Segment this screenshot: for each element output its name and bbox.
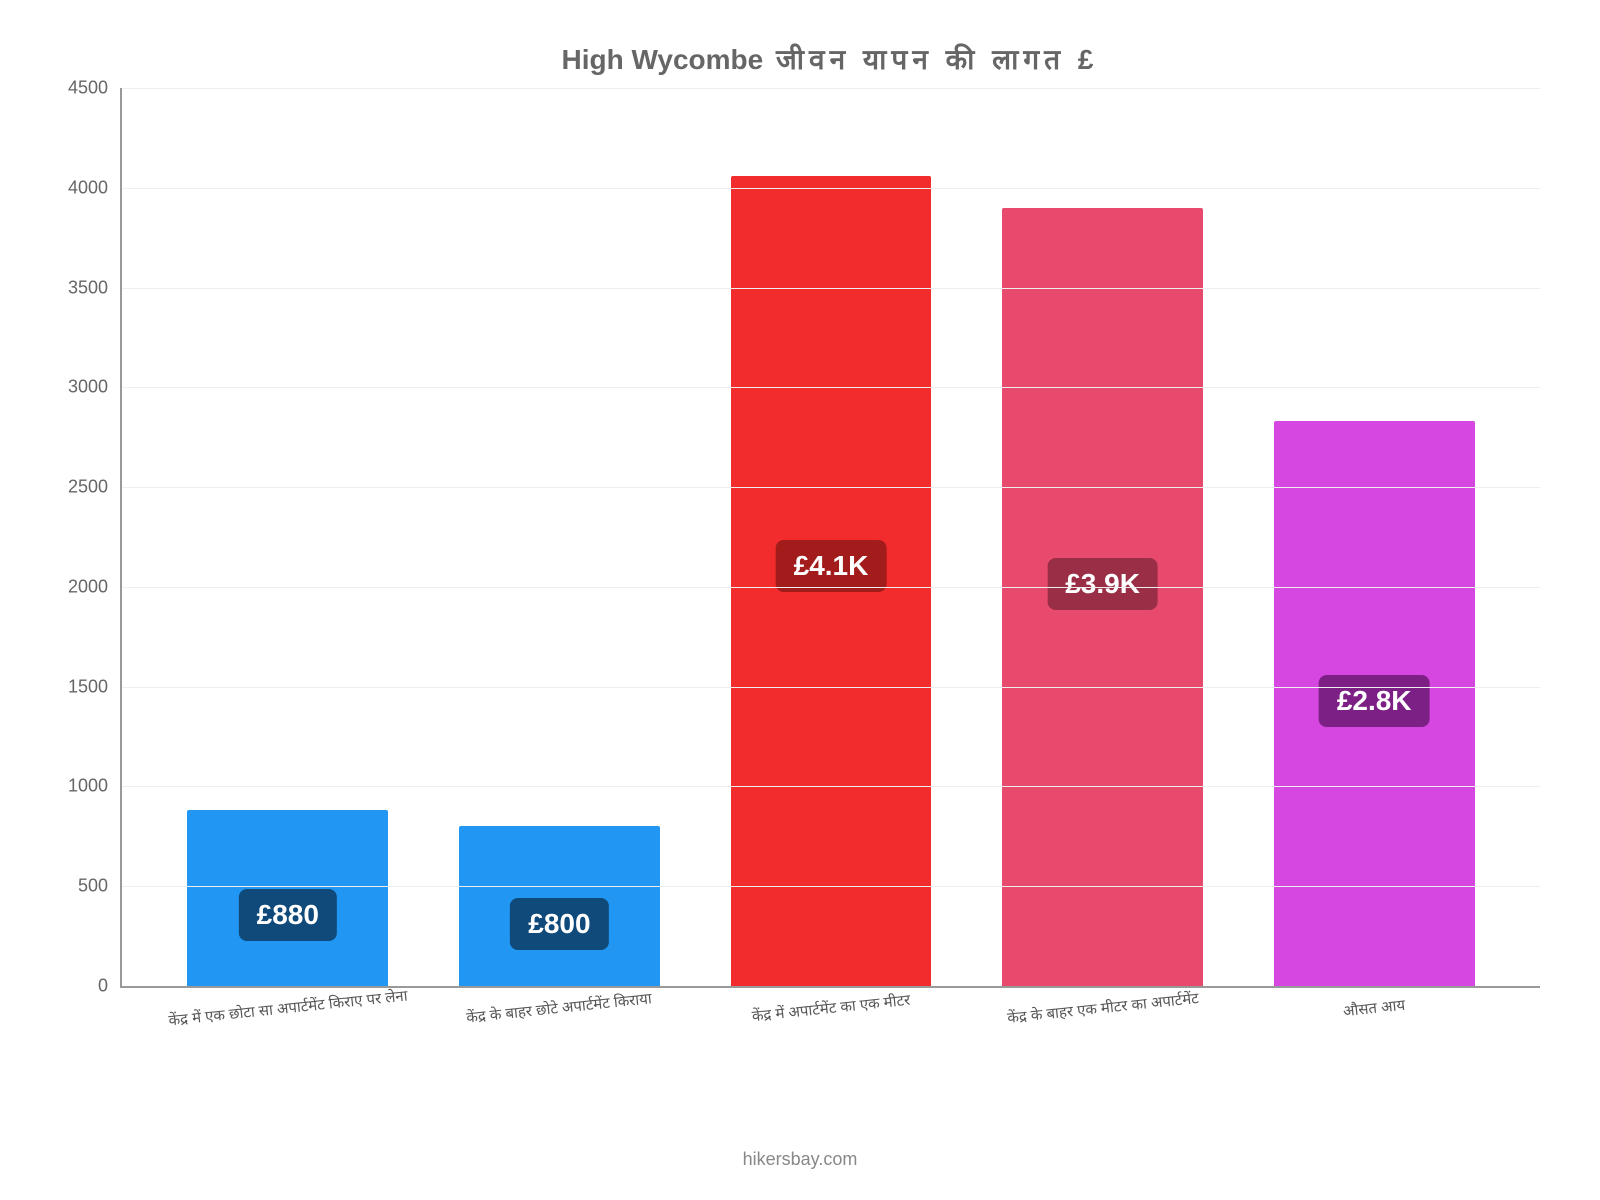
gridline (122, 786, 1540, 787)
value-badge: £880 (239, 889, 337, 941)
value-badge: £3.9K (1047, 558, 1158, 610)
ytick-label: 3500 (68, 277, 122, 298)
gridline (122, 188, 1540, 189)
bar: £3.9K (1002, 208, 1203, 986)
ytick-label: 1500 (68, 676, 122, 697)
bar: £4.1K (731, 176, 932, 986)
plot-area: £880केंद्र में एक छोटा सा अपार्टमेंट किर… (120, 88, 1540, 988)
bar-slot: £3.9Kकेंद्र के बाहर एक मीटर का अपार्टमें… (967, 88, 1239, 986)
x-axis-label: केंद्र के बाहर छोटे अपार्टमेंट किराया (466, 988, 653, 1027)
bar: £880 (187, 810, 388, 986)
ytick-label: 2000 (68, 576, 122, 597)
value-badge: £2.8K (1319, 675, 1430, 727)
ytick-label: 3000 (68, 377, 122, 398)
gridline (122, 387, 1540, 388)
gridline (122, 687, 1540, 688)
bar-slot: £4.1Kकेंद्र में अपार्टमेंट का एक मीटर (695, 88, 967, 986)
x-axis-label: केंद्र के बाहर एक मीटर का अपार्टमेंट (1006, 988, 1199, 1028)
chart-container: High Wycombe जीवन यापन की लागत £ £880कें… (0, 0, 1600, 1200)
bars-row: £880केंद्र में एक छोटा सा अपार्टमेंट किर… (122, 88, 1540, 986)
x-axis-label: केंद्र में एक छोटा सा अपार्टमेंट किराए प… (167, 986, 408, 1031)
gridline (122, 587, 1540, 588)
bar: £800 (459, 826, 660, 986)
ytick-label: 4500 (68, 78, 122, 99)
gridline (122, 88, 1540, 89)
bar-slot: £880केंद्र में एक छोटा सा अपार्टमेंट किर… (152, 88, 424, 986)
ytick-label: 500 (78, 876, 122, 897)
attribution: hikersbay.com (0, 1149, 1600, 1170)
bar-slot: £2.8Kऔसत आय (1238, 88, 1510, 986)
bar-slot: £800केंद्र के बाहर छोटे अपार्टमेंट किराय… (424, 88, 696, 986)
ytick-label: 1000 (68, 776, 122, 797)
title-rest: जीवन यापन की लागत £ (776, 44, 1098, 75)
bar: £2.8K (1274, 421, 1475, 986)
x-axis-label: केंद्र में अपार्टमेंट का एक मीटर (751, 990, 911, 1027)
value-badge: £4.1K (776, 540, 887, 592)
x-axis-label: औसत आय (1342, 995, 1406, 1021)
chart-title: High Wycombe जीवन यापन की लागत £ (120, 40, 1540, 78)
gridline (122, 487, 1540, 488)
ytick-label: 2500 (68, 477, 122, 498)
title-city: High Wycombe (562, 44, 764, 75)
gridline (122, 886, 1540, 887)
gridline (122, 288, 1540, 289)
value-badge: £800 (510, 898, 608, 950)
ytick-label: 0 (98, 976, 122, 997)
ytick-label: 4000 (68, 177, 122, 198)
